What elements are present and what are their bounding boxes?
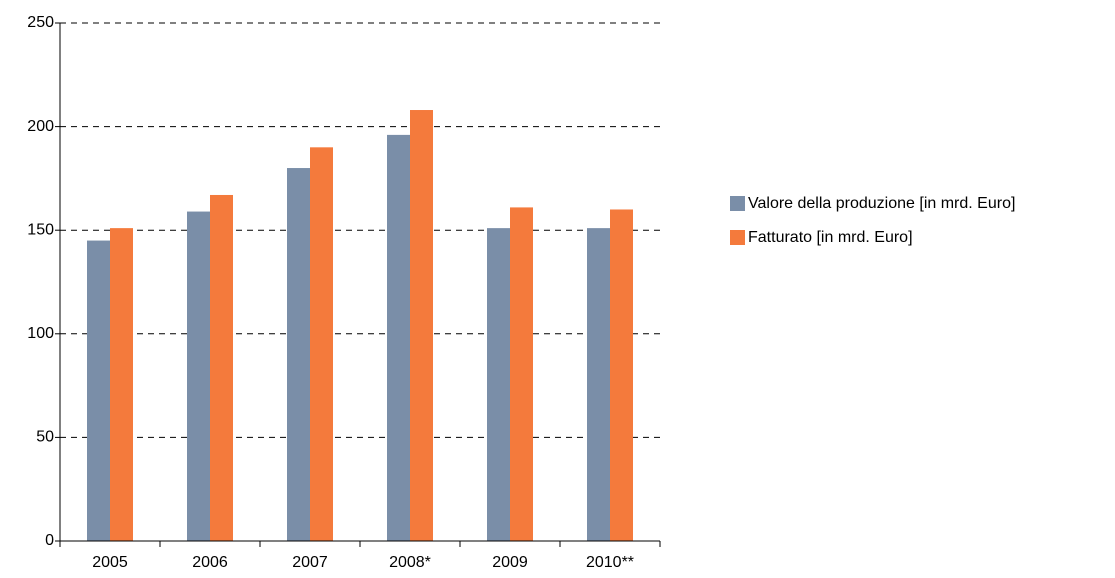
x-tick-label: 2005 bbox=[92, 554, 128, 571]
bar bbox=[87, 240, 110, 541]
bar bbox=[110, 228, 133, 542]
legend-label: Valore della produzione [in mrd. Euro] bbox=[748, 195, 1015, 212]
bar bbox=[310, 147, 333, 541]
bar bbox=[287, 168, 310, 542]
legend-swatch bbox=[730, 230, 745, 245]
x-tick-label: 2008* bbox=[389, 554, 431, 571]
bar bbox=[610, 209, 633, 542]
x-tick-label: 2006 bbox=[192, 554, 228, 571]
y-tick-label: 200 bbox=[27, 118, 54, 135]
legend-label: Fatturato [in mrd. Euro] bbox=[748, 229, 913, 246]
x-tick-label: 2010** bbox=[586, 554, 634, 571]
x-tick-label: 2009 bbox=[492, 554, 528, 571]
y-tick-label: 250 bbox=[27, 14, 54, 31]
bar bbox=[510, 207, 533, 541]
bar bbox=[410, 110, 433, 542]
bar bbox=[187, 211, 210, 541]
bar bbox=[587, 228, 610, 542]
x-tick-label: 2007 bbox=[292, 554, 328, 571]
y-tick-label: 0 bbox=[45, 532, 54, 549]
y-tick-label: 50 bbox=[36, 429, 54, 446]
bar bbox=[487, 228, 510, 542]
y-tick-label: 150 bbox=[27, 221, 54, 238]
bar bbox=[387, 134, 410, 541]
legend-swatch bbox=[730, 196, 745, 211]
bar bbox=[210, 194, 233, 541]
y-tick-label: 100 bbox=[27, 325, 54, 342]
